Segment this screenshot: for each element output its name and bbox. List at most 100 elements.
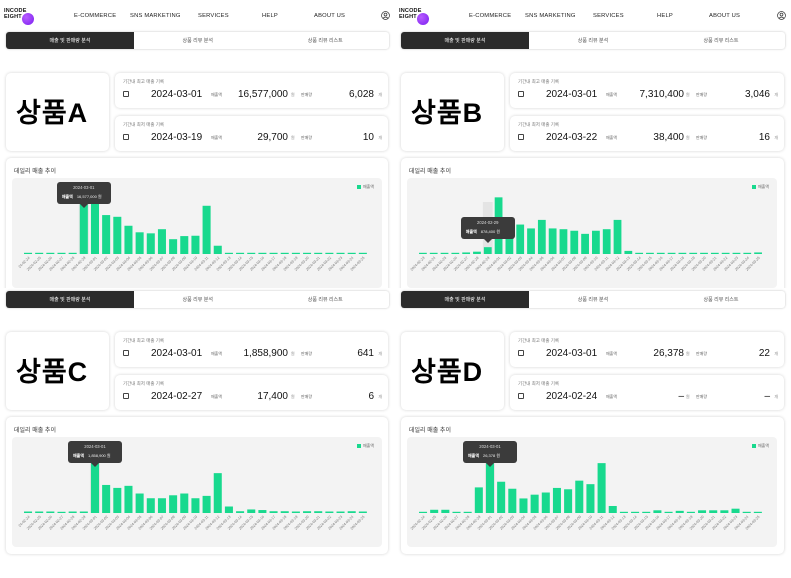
bar-2024-03-11[interactable] <box>602 229 611 254</box>
bar-2024-03-12[interactable] <box>213 245 222 254</box>
nav-about-us[interactable]: ABOUT US <box>314 13 346 19</box>
chart-legend[interactable]: 매출액 <box>751 443 769 449</box>
bar-2024-03-19[interactable] <box>689 252 698 254</box>
tab-review-list[interactable]: 상품 리뷰 리스트 <box>307 38 343 44</box>
tab-sales-analysis[interactable]: 매출 및 판매량 분석 <box>6 32 134 49</box>
bar-2024-03-02[interactable] <box>102 215 111 254</box>
bar-2024-03-07[interactable] <box>552 487 561 513</box>
logo[interactable]: INCODE EIGHT <box>4 5 44 27</box>
bar-2024-03-18[interactable] <box>675 510 684 513</box>
bar-2024-02-24[interactable] <box>419 511 428 513</box>
bar-2024-03-05[interactable] <box>530 494 539 513</box>
bar-2024-03-25[interactable] <box>753 511 762 513</box>
nav-ecommerce[interactable]: E-COMMERCE <box>469 13 512 19</box>
bar-2024-03-16[interactable] <box>258 252 267 254</box>
bar-2024-03-14[interactable] <box>631 511 640 513</box>
bar-2024-03-22[interactable] <box>325 511 334 513</box>
nav-help[interactable]: HELP <box>262 13 278 19</box>
bar-2024-03-25[interactable] <box>754 252 762 254</box>
bar-2024-03-20[interactable] <box>700 252 708 254</box>
bar-2024-02-26[interactable] <box>46 252 55 254</box>
bar-2024-03-19[interactable] <box>291 511 300 513</box>
bar-2024-03-10[interactable] <box>586 484 595 513</box>
chart-legend[interactable]: 매출액 <box>356 443 374 449</box>
bar-2024-03-13[interactable] <box>224 506 233 513</box>
bar-2024-03-10[interactable] <box>191 235 200 254</box>
bar-2024-03-22[interactable] <box>721 252 730 254</box>
tab-review-list[interactable]: 상품 리뷰 리스트 <box>307 297 343 303</box>
bar-2024-03-03[interactable] <box>113 216 122 254</box>
bar-2024-03-24[interactable] <box>743 252 752 254</box>
bar-2024-03-09[interactable] <box>575 480 584 513</box>
bar-2024-03-17[interactable] <box>269 511 278 513</box>
bar-2024-03-06[interactable] <box>146 498 155 513</box>
tab-sales-analysis[interactable]: 매출 및 판매량 분석 <box>401 291 529 308</box>
user-icon[interactable] <box>777 11 786 20</box>
bar-2024-03-18[interactable] <box>280 511 289 513</box>
bar-2024-03-25[interactable] <box>358 252 367 254</box>
bar-2024-03-18[interactable] <box>280 252 289 254</box>
bar-2024-03-23[interactable] <box>336 511 345 513</box>
bar-2024-02-28[interactable] <box>463 511 472 513</box>
bar-2024-03-11[interactable] <box>202 495 211 513</box>
bar-2024-03-08[interactable] <box>570 230 579 254</box>
chart-legend[interactable]: 매출액 <box>356 184 374 190</box>
bar-2024-03-23[interactable] <box>732 252 741 254</box>
bar-2024-03-04[interactable] <box>124 485 133 513</box>
bar-2024-02-29[interactable] <box>79 511 88 513</box>
tab-sales-analysis[interactable]: 매출 및 판매량 분석 <box>401 32 529 49</box>
bar-2024-03-06[interactable] <box>541 492 550 513</box>
tab-sales-analysis[interactable]: 매출 및 판매량 분석 <box>6 291 134 308</box>
bar-2024-03-15[interactable] <box>646 252 654 254</box>
bar-2024-02-25[interactable] <box>35 511 44 513</box>
bar-2024-03-21[interactable] <box>314 252 323 254</box>
bar-2024-03-02[interactable] <box>102 484 111 513</box>
bar-2024-03-13[interactable] <box>619 511 628 513</box>
tab-review-list[interactable]: 상품 리뷰 리스트 <box>703 38 739 44</box>
bar-2024-03-14[interactable] <box>236 252 245 254</box>
bar-2024-03-24[interactable] <box>742 511 751 513</box>
bar-2024-03-19[interactable] <box>291 252 300 254</box>
bar-2024-03-07[interactable] <box>157 498 166 513</box>
bar-2024-03-24[interactable] <box>347 511 356 513</box>
bar-2024-03-13[interactable] <box>624 250 633 254</box>
nav-services[interactable]: SERVICES <box>593 13 624 19</box>
bar-2024-02-28[interactable] <box>68 511 77 513</box>
bar-2024-02-27[interactable] <box>57 252 66 254</box>
bar-2024-03-08[interactable] <box>564 489 573 513</box>
bar-2024-03-06[interactable] <box>146 233 155 254</box>
bar-2024-03-04[interactable] <box>527 228 535 254</box>
bar-2024-03-22[interactable] <box>720 510 729 513</box>
bar-2024-02-26[interactable] <box>451 252 460 254</box>
bar-2024-03-12[interactable] <box>613 219 622 254</box>
nav-help[interactable]: HELP <box>657 13 673 19</box>
bar-2024-03-14[interactable] <box>635 252 644 254</box>
bar-2024-03-17[interactable] <box>269 252 278 254</box>
bar-2024-02-26[interactable] <box>441 509 450 513</box>
bar-2024-03-07[interactable] <box>157 229 166 254</box>
bar-2024-03-09[interactable] <box>180 493 189 513</box>
bar-2024-03-15[interactable] <box>247 252 256 254</box>
bar-2024-03-12[interactable] <box>608 505 617 513</box>
bar-2024-03-16[interactable] <box>258 510 267 513</box>
bar-2024-03-23[interactable] <box>336 252 345 254</box>
bar-2024-03-09[interactable] <box>180 236 189 254</box>
bar-2024-03-11[interactable] <box>597 463 606 513</box>
bar-2024-03-10[interactable] <box>191 498 200 513</box>
bar-2024-03-21[interactable] <box>709 510 718 513</box>
nav-about-us[interactable]: ABOUT US <box>709 13 741 19</box>
bar-2024-03-21[interactable] <box>314 511 323 513</box>
tab-review-list[interactable]: 상품 리뷰 리스트 <box>703 297 739 303</box>
bar-24-02-24[interactable] <box>24 252 33 254</box>
bar-2024-03-04[interactable] <box>519 498 528 513</box>
nav-sns-marketing[interactable]: SNS MARKETING <box>525 13 576 19</box>
bar-2024-03-14[interactable] <box>236 511 245 513</box>
bar-2024-03-05[interactable] <box>135 493 144 513</box>
bar-2024-02-29[interactable] <box>483 247 492 254</box>
tab-review-analysis[interactable]: 상품 리뷰 분석 <box>182 297 213 303</box>
bar-2024-03-08[interactable] <box>169 495 178 513</box>
bar-2024-02-24[interactable] <box>429 252 438 254</box>
bar-2024-03-05[interactable] <box>537 219 546 254</box>
bar-2024-03-12[interactable] <box>213 473 222 513</box>
bar-2024-02-25[interactable] <box>440 252 449 254</box>
